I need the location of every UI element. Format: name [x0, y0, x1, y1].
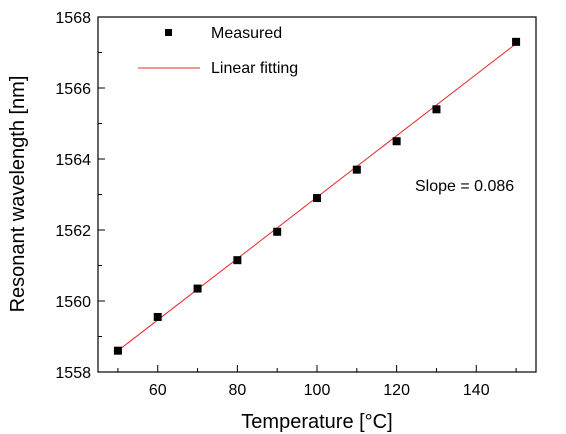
slope-annotation: Slope = 0.086: [415, 178, 514, 195]
measured-point: [313, 194, 321, 203]
legend: Measured Linear fitting: [138, 25, 298, 77]
measured-point: [392, 137, 401, 146]
x-tick-label: 60: [149, 382, 167, 399]
y-tick-label: 1564: [55, 152, 91, 169]
y-tick-label: 1558: [55, 365, 91, 382]
y-tick-label: 1568: [55, 10, 91, 27]
ticks: 60 80 100 120 140 1558 1560 1562 1564 1566 1568: [55, 10, 517, 399]
x-tick-label: 80: [228, 382, 246, 399]
measured-point: [193, 284, 202, 293]
x-tick-label: 100: [304, 382, 331, 399]
measured-point: [233, 256, 242, 265]
y-axis-label: Resonant wavelength [nm]: [7, 76, 29, 313]
measured-point: [113, 346, 122, 355]
measured-point: [512, 37, 521, 46]
y-tick-label: 1560: [55, 294, 91, 311]
x-tick-label: 120: [383, 382, 410, 399]
x-axis-label: Temperature [°C]: [241, 411, 392, 433]
y-tick-label: 1562: [55, 223, 91, 240]
measured-point: [432, 105, 441, 114]
legend-label-measured: Measured: [211, 25, 282, 42]
legend-marker-measured: [165, 29, 172, 36]
x-tick-label: 140: [463, 382, 490, 399]
y-tick-label: 1566: [55, 81, 91, 98]
series-layer: [113, 37, 521, 355]
measured-point: [153, 312, 162, 321]
measured-point: [273, 227, 282, 236]
measured-point: [352, 165, 361, 174]
legend-label-linear-fitting: Linear fitting: [211, 60, 298, 77]
